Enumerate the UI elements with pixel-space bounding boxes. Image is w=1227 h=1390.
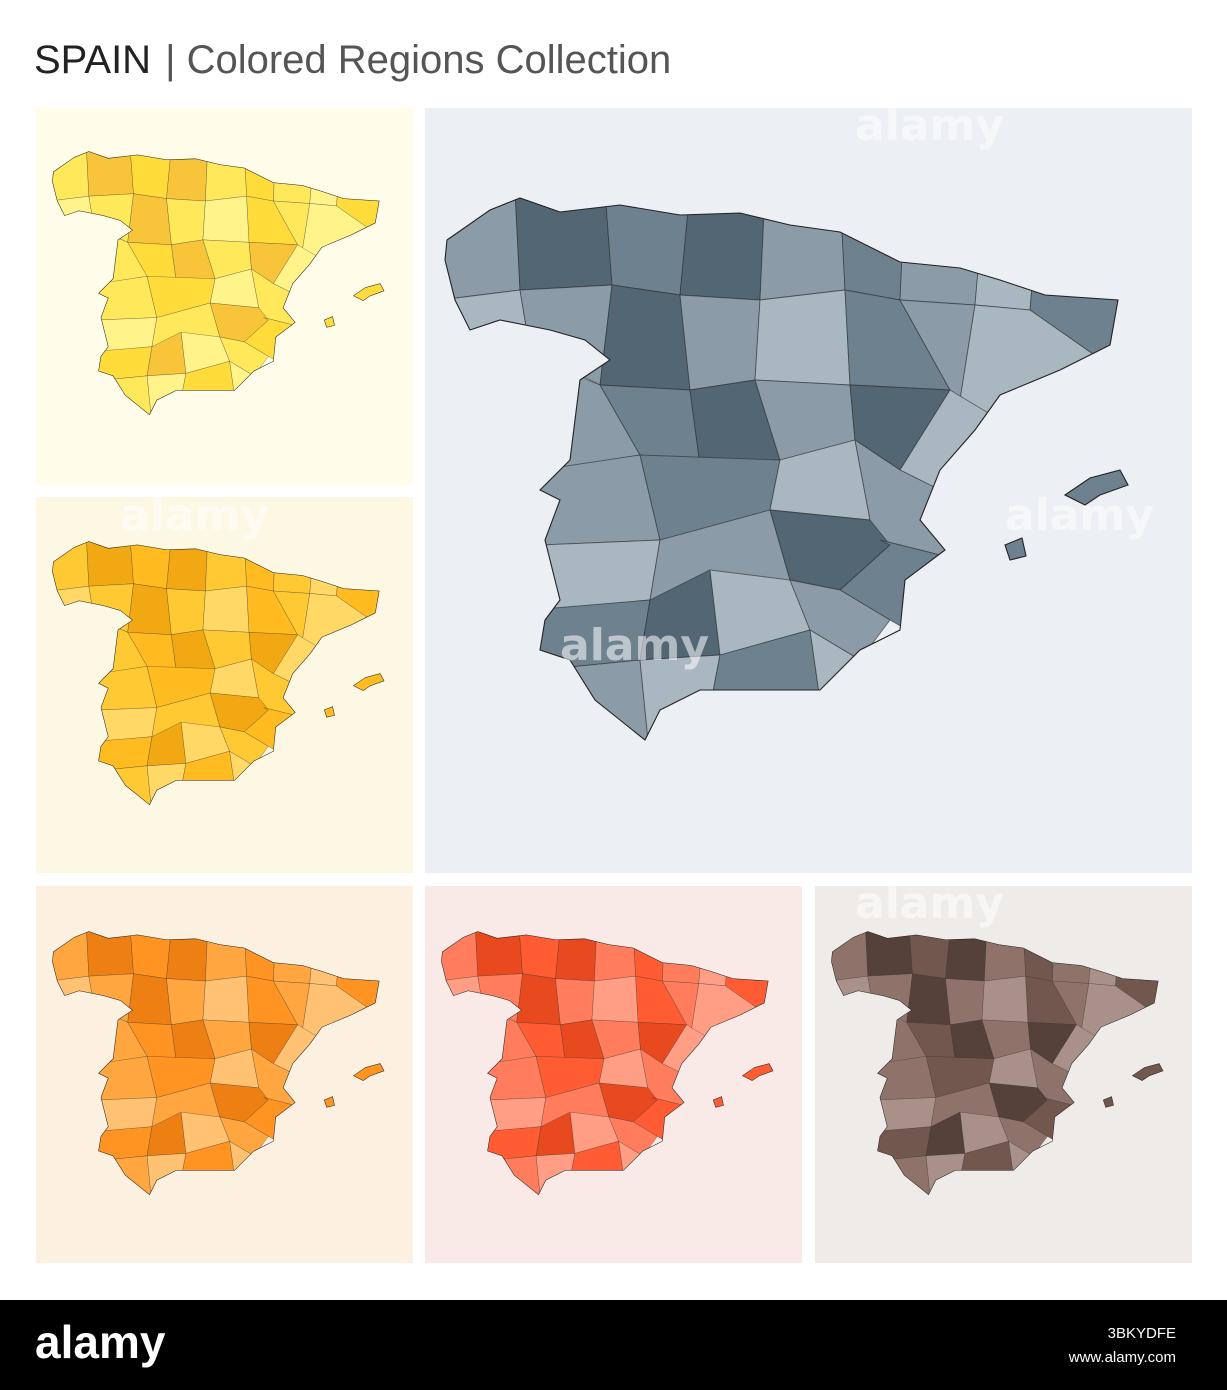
image-id: 3BKYDFE	[1108, 1325, 1176, 1342]
watermark: alamy	[855, 878, 1004, 929]
title-subtitle: | Colored Regions Collection	[165, 38, 671, 82]
title-country: SPAIN	[34, 38, 151, 82]
watermark: alamy	[560, 620, 709, 671]
footer-logo: alamy	[35, 1316, 166, 1368]
footer-bar	[0, 1300, 1227, 1390]
watermark: alamy	[120, 490, 269, 541]
watermark: alamy	[1005, 490, 1154, 541]
footer-url: www.alamy.com	[1068, 1349, 1176, 1366]
watermark: alamy	[855, 100, 1004, 151]
